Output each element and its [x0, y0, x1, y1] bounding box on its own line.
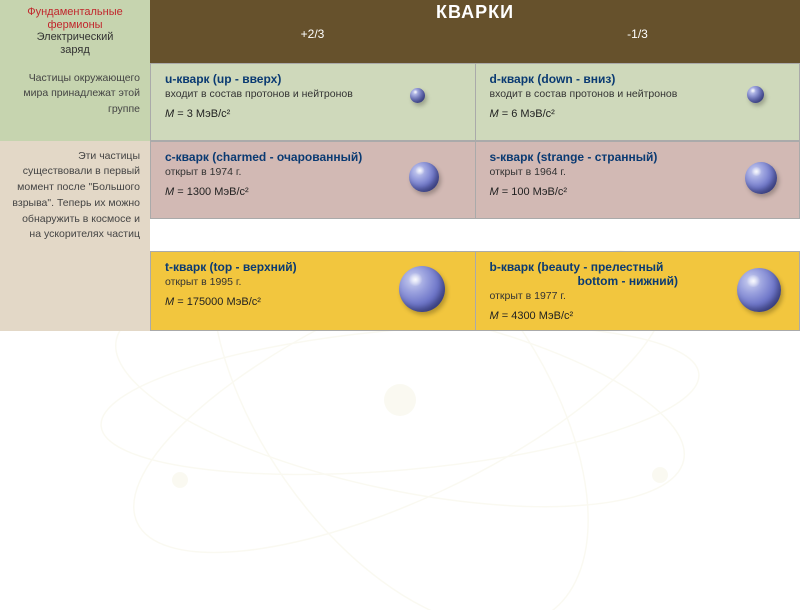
quark-sphere-icon — [409, 162, 439, 192]
quark-mass: M = 3 МэВ/c² — [165, 108, 465, 120]
quark-mass: M = 4300 МэВ/c² — [490, 310, 790, 322]
charge-row: +2/3 -1/3 — [150, 26, 800, 45]
row-cells: c-кварк (charmed - очарованный) открыт в… — [150, 141, 800, 252]
quark-name: b-кварк (beauty - прелестный — [490, 260, 790, 274]
quark-sphere-icon — [399, 266, 445, 312]
quark-cell-left: c-кварк (charmed - очарованный) открыт в… — [151, 142, 475, 218]
charge-minus-one-third: -1/3 — [475, 26, 800, 45]
quark-sphere-icon — [737, 268, 781, 312]
header-right: КВАРКИ +2/3 -1/3 — [150, 0, 800, 63]
quark-name: d-кварк (down - вниз) — [490, 72, 790, 86]
table-title: КВАРКИ — [150, 0, 800, 26]
charge-label-2: заряд — [8, 44, 142, 57]
header-row: Фундаментальные фермионы Электрический з… — [0, 0, 800, 63]
quark-cell-right: s-кварк (strange - странный) открыт в 19… — [475, 142, 800, 218]
quark-sphere-icon — [747, 86, 764, 103]
quark-description: входит в состав протонов и нейтронов — [490, 88, 790, 100]
quark-cell-left: u-кварк (up - вверх) входит в состав про… — [151, 64, 475, 140]
table-row: Частицы окружающего мира принадлежат это… — [0, 63, 800, 141]
row-cells: u-кварк (up - вверх) входит в состав про… — [150, 63, 800, 141]
row-inner: t-кварк (top - верхний) открыт в 1995 г.… — [150, 251, 800, 331]
row-cells: t-кварк (top - верхний) открыт в 1995 г.… — [150, 251, 800, 331]
quark-sphere-icon — [745, 162, 777, 194]
quark-cell-right: b-кварк (beauty - прелестный bottom - ни… — [475, 252, 800, 330]
charge-label-1: Электрический — [8, 31, 142, 44]
quark-mass: M = 100 МэВ/c² — [490, 186, 790, 198]
row-sidebar — [0, 251, 150, 331]
row-sidebar: Эти частицы существовали в первый момент… — [0, 141, 150, 252]
header-left: Фундаментальные фермионы Электрический з… — [0, 0, 150, 63]
quark-cell-right: d-кварк (down - вниз) входит в состав пр… — [475, 64, 800, 140]
quark-sphere-icon — [410, 88, 425, 103]
row-sidebar: Частицы окружающего мира принадлежат это… — [0, 63, 150, 141]
quark-mass: M = 6 МэВ/c² — [490, 108, 790, 120]
table-body: Частицы окружающего мира принадлежат это… — [0, 63, 800, 332]
fermions-label-2: фермионы — [8, 19, 142, 32]
row-inner: u-кварк (up - вверх) входит в состав про… — [150, 63, 800, 141]
charge-plus-two-thirds: +2/3 — [150, 26, 475, 45]
quark-cell-left: t-кварк (top - верхний) открыт в 1995 г.… — [151, 252, 475, 330]
quark-table: Фундаментальные фермионы Электрический з… — [0, 0, 800, 331]
table-row: Эти частицы существовали в первый момент… — [0, 141, 800, 252]
row-inner: c-кварк (charmed - очарованный) открыт в… — [150, 141, 800, 219]
quark-name: s-кварк (strange - странный) — [490, 150, 790, 164]
quark-name: u-кварк (up - вверх) — [165, 72, 465, 86]
fermions-label-1: Фундаментальные — [8, 6, 142, 19]
table-row: t-кварк (top - верхний) открыт в 1995 г.… — [0, 251, 800, 331]
